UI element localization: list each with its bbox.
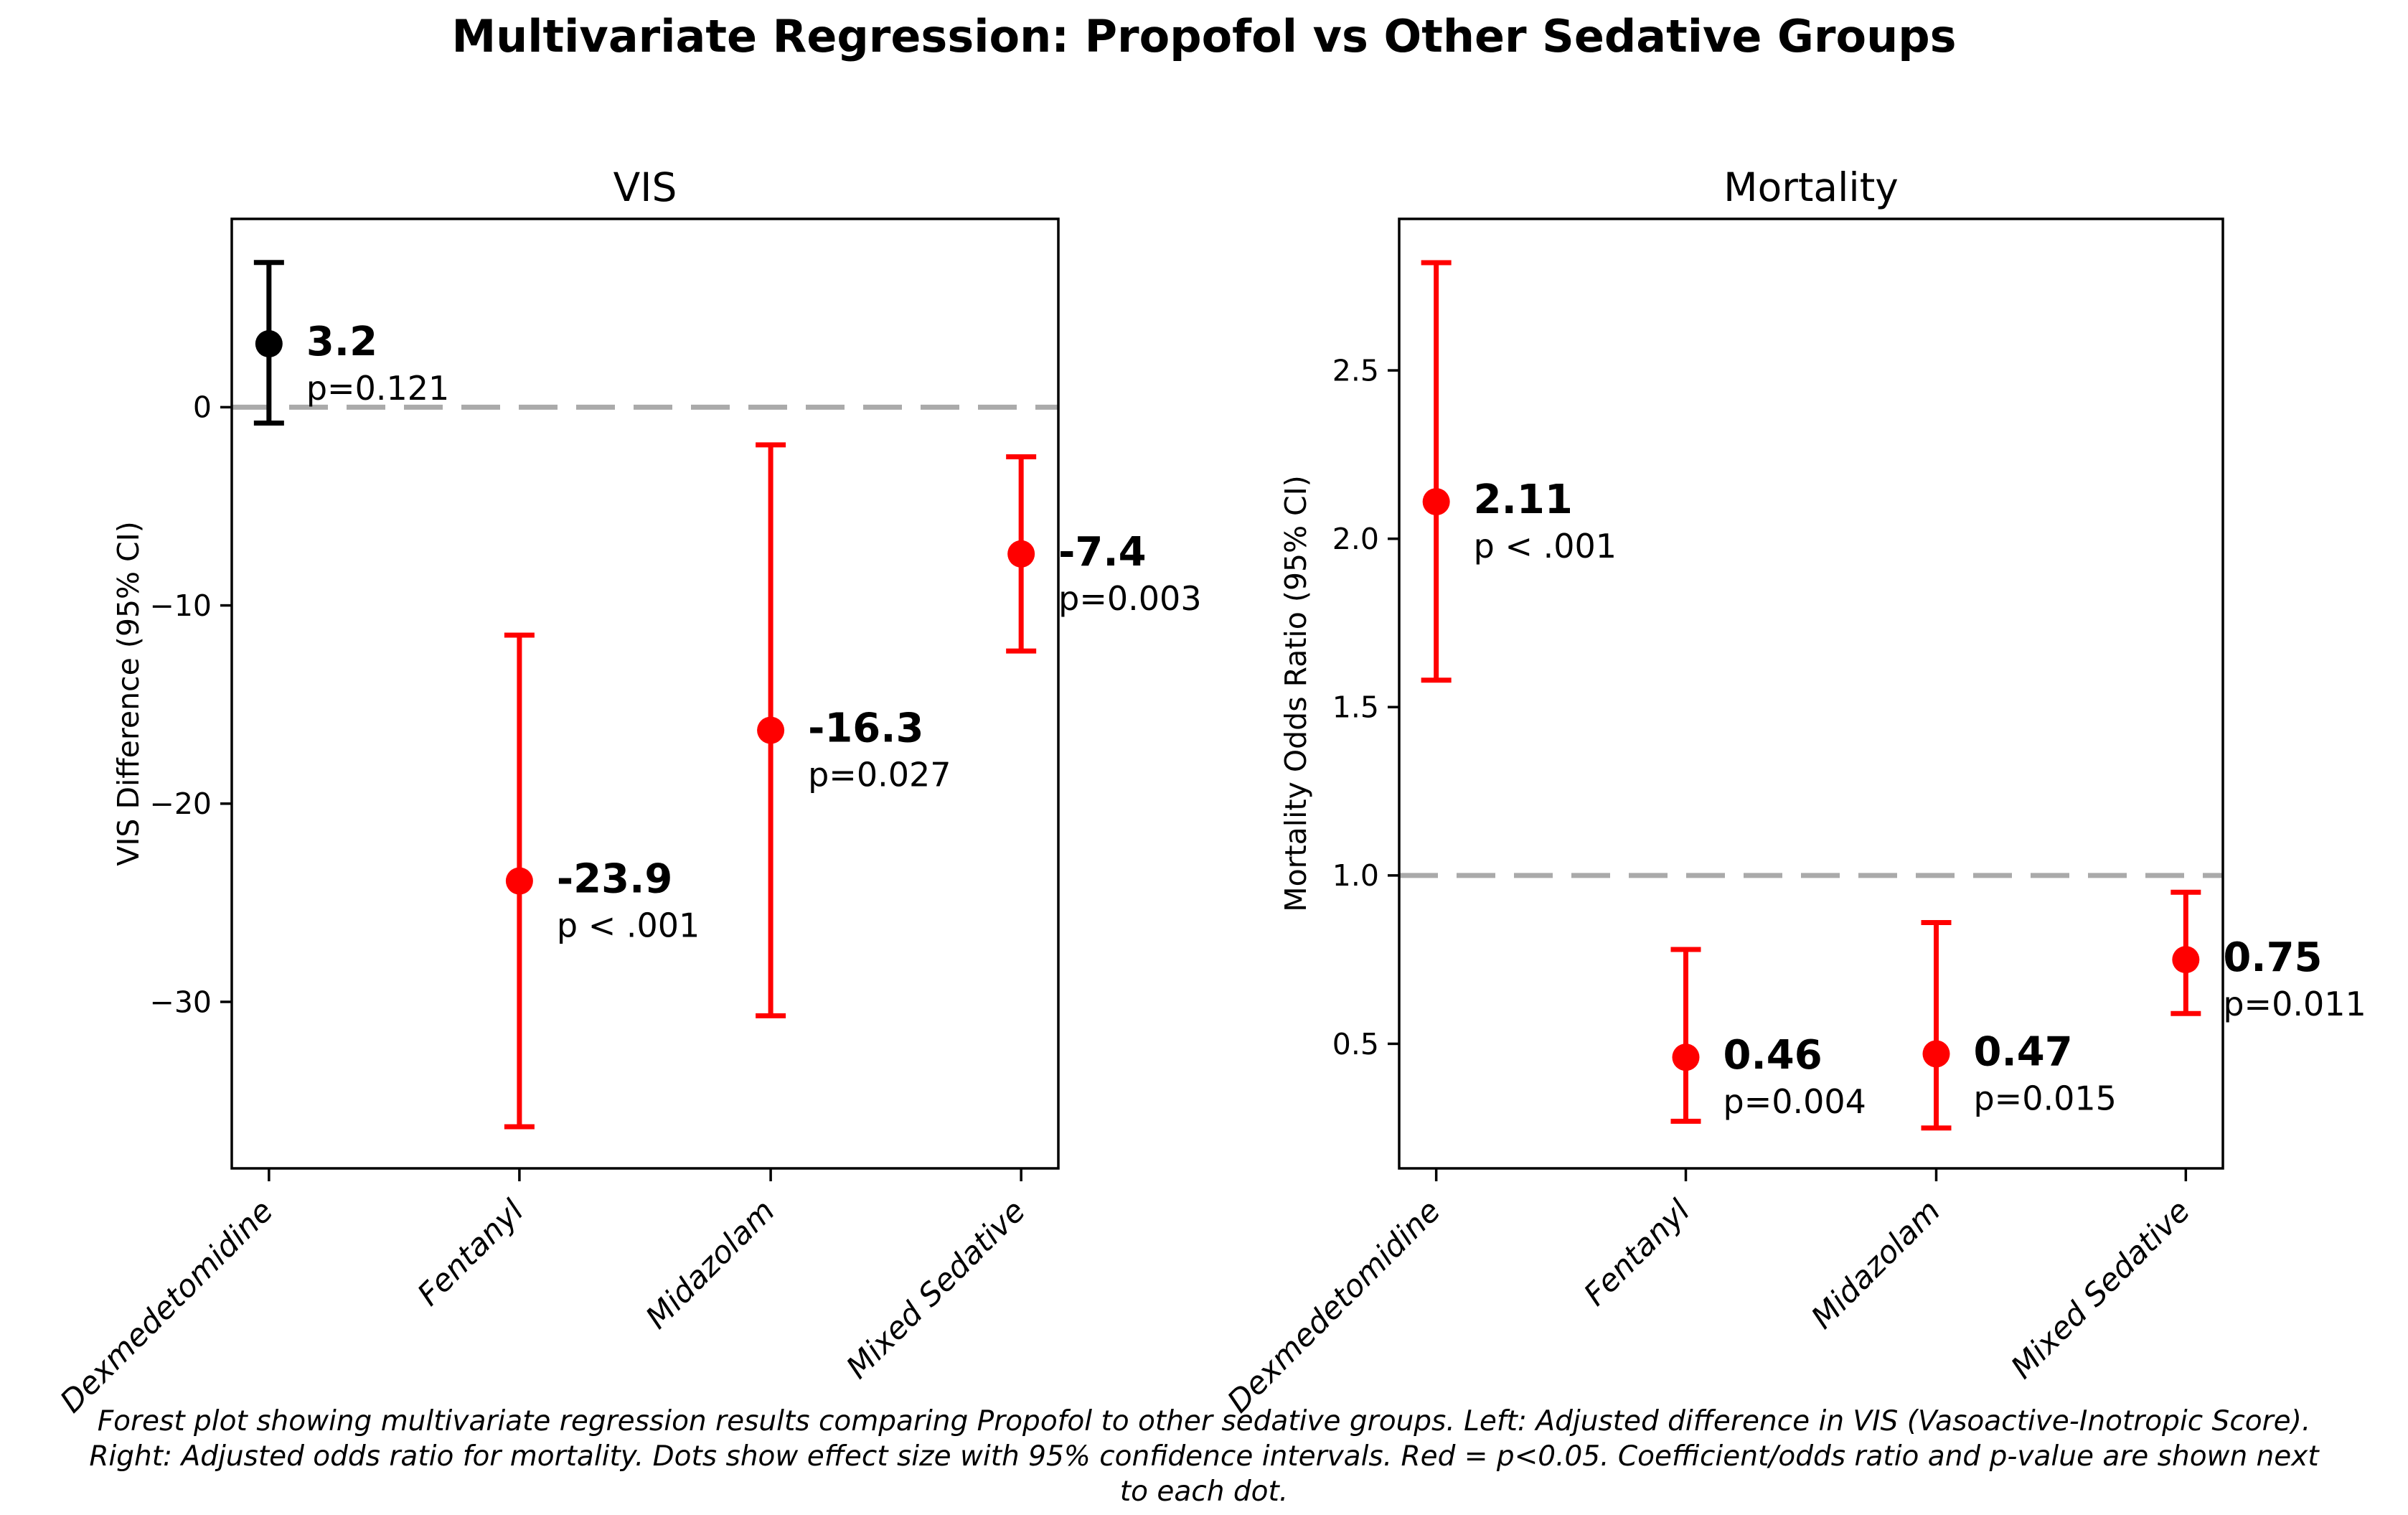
point-marker [255,330,283,358]
panel-title: VIS [613,164,677,210]
figure-title: Multivariate Regression: Propofol vs Oth… [451,10,1957,62]
value-label: 2.11 [1474,477,1573,523]
figure-caption: Forest plot showing multivariate regress… [0,1404,2408,1509]
p-value-label: p=0.004 [1723,1082,1866,1121]
y-tick-label: 0 [193,390,212,425]
x-tick-label: Mixed Sedative [839,1193,1033,1386]
p-value-label: p=0.121 [306,369,449,408]
y-tick-label: −20 [149,787,212,821]
x-tick-label: Mixed Sedative [2004,1193,2197,1386]
value-label: 3.2 [306,319,377,365]
p-value-label: p=0.011 [2223,985,2366,1023]
p-value-label: p=0.027 [808,756,951,794]
value-label: 0.47 [1973,1028,2072,1075]
caption-line-2: Right: Adjusted odds ratio for mortality… [89,1440,2319,1473]
p-value-label: p=0.003 [1058,579,1201,618]
y-tick-label: 2.5 [1332,353,1379,388]
point-marker [2172,946,2200,974]
y-tick-label: 2.0 [1332,522,1379,556]
value-label: -7.4 [1058,529,1146,576]
y-axis-label: Mortality Odds Ratio (95% CI) [1279,475,1313,912]
p-value-label: p < .001 [1474,527,1617,566]
x-tick-label: Fentanyl [1577,1193,1697,1313]
y-tick-label: −10 [149,588,212,623]
value-label: 0.46 [1723,1032,1823,1079]
point-marker [1007,540,1035,568]
y-tick-label: −30 [149,985,212,1019]
y-tick-label: 1.5 [1332,690,1379,725]
p-value-label: p < .001 [557,906,700,945]
point-marker [1672,1043,1700,1071]
x-tick-label: Midazolam [639,1193,782,1336]
caption-line-1: Forest plot showing multivariate regress… [97,1405,2311,1437]
point-marker [1922,1040,1950,1068]
panel-border [1398,217,2224,1170]
panel-title: Mortality [1723,164,1899,210]
y-axis-label: VIS Difference (95% CI) [111,521,146,866]
point-marker [757,716,785,744]
value-label: -23.9 [557,856,672,903]
point-marker [505,867,533,895]
p-value-label: p=0.015 [1973,1079,2116,1117]
panel-border [230,217,1060,1170]
x-tick-label: Dexmedetomidine [53,1193,280,1420]
point-marker [1422,488,1450,516]
x-tick-label: Dexmedetomidine [1221,1193,1447,1420]
y-tick-label: 1.0 [1332,858,1379,893]
y-tick-label: 0.5 [1332,1027,1379,1061]
x-tick-label: Fentanyl [411,1193,531,1313]
x-tick-label: Midazolam [1805,1193,1947,1336]
value-label: -16.3 [808,705,923,752]
caption-line-3: to each dot. [1119,1476,1289,1509]
value-label: 0.75 [2223,934,2322,981]
